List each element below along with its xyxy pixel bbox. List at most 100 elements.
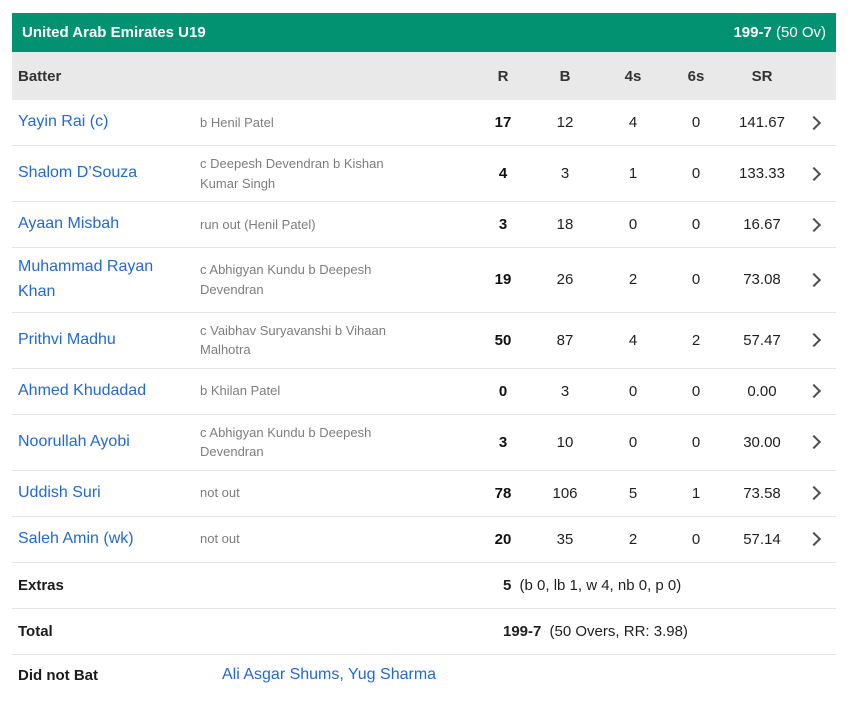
- chevron-right-icon: [806, 217, 821, 232]
- dismissal-text: run out (Henil Patel): [200, 216, 316, 232]
- strike-rate-value: 30.00: [743, 433, 781, 451]
- total-score: 199-7: [503, 622, 542, 640]
- chevron-right-icon: [806, 115, 821, 130]
- fours-value: 2: [628, 271, 638, 289]
- chevron-right-icon: [806, 166, 821, 181]
- batter-row: Ahmed Khudadad b Khilan Patel 0 3 0 0 0.…: [12, 368, 836, 415]
- strike-rate-value: 0.00: [747, 382, 777, 400]
- extras-detail: (b 0, lb 1, w 4, nb 0, p 0): [519, 576, 682, 594]
- did-not-bat-label: Did not Bat: [18, 666, 98, 684]
- runs-value: 17: [494, 114, 512, 131]
- sixes-value: 0: [691, 114, 701, 131]
- column-header-strike-rate: SR: [751, 67, 773, 85]
- sixes-value: 0: [691, 216, 701, 233]
- fours-value: 0: [628, 382, 638, 400]
- expand-row-button[interactable]: [800, 471, 830, 516]
- table-header-row: Batter R B 4s 6s SR: [12, 52, 836, 100]
- runs-value: 20: [494, 530, 512, 548]
- batter-name-link[interactable]: Muhammad Rayan Khan: [18, 258, 154, 300]
- chevron-right-icon: [806, 532, 821, 547]
- batter-row: Shalom D’Souza c Deepesh Devendran b Kis…: [12, 146, 836, 202]
- column-header-sixes: 6s: [687, 67, 705, 85]
- team-score-overs: (50 Ov): [775, 24, 826, 41]
- batter-name-link[interactable]: Ayaan Misbah: [18, 215, 120, 233]
- strike-rate-value: 57.14: [743, 530, 781, 548]
- dismissal-text: c Abhigyan Kundu b Deepesh Devendran: [200, 424, 372, 460]
- scorecard-card: United Arab Emirates U19 199-7 (50 Ov) B…: [12, 13, 836, 696]
- extras-value: 5 (b 0, lb 1, w 4, nb 0, p 0): [474, 577, 830, 594]
- dismissal-text: not out: [200, 485, 240, 501]
- expand-row-button[interactable]: [800, 146, 830, 201]
- strike-rate-value: 73.58: [743, 484, 781, 502]
- expand-row-button[interactable]: [800, 369, 830, 414]
- chevron-right-icon: [806, 384, 821, 399]
- dismissal-text: c Deepesh Devendran b Kishan Kumar Singh: [200, 156, 384, 191]
- strike-rate-value: 73.08: [743, 271, 781, 289]
- batter-name-link[interactable]: Prithvi Madhu: [18, 330, 116, 348]
- batter-name-link[interactable]: Saleh Amin (wk): [18, 529, 134, 547]
- sixes-value: 0: [691, 530, 701, 548]
- dismissal-text: b Henil Patel: [200, 114, 274, 130]
- balls-value: 87: [556, 331, 574, 349]
- chevron-right-icon: [806, 272, 821, 287]
- batter-row: Prithvi Madhu c Vaibhav Suryavanshi b Vi…: [12, 312, 836, 369]
- sixes-value: 0: [691, 382, 701, 400]
- chevron-right-icon: [806, 435, 821, 450]
- fours-value: 4: [628, 331, 638, 349]
- team-score-runs: 199-7: [733, 24, 772, 41]
- sixes-value: 0: [691, 165, 701, 182]
- sixes-value: 0: [691, 271, 701, 289]
- chevron-right-icon: [806, 486, 821, 501]
- expand-row-button[interactable]: [800, 248, 830, 312]
- sixes-value: 2: [691, 331, 701, 349]
- expand-row-button[interactable]: [800, 415, 830, 470]
- balls-value: 10: [556, 433, 574, 451]
- batter-name-link[interactable]: Ahmed Khudadad: [18, 381, 147, 399]
- team-name: United Arab Emirates U19: [22, 24, 206, 41]
- batter-name-link[interactable]: Yayin Rai (c): [18, 113, 109, 131]
- balls-value: 26: [556, 271, 574, 289]
- balls-value: 35: [556, 530, 574, 548]
- extras-row: Extras 5 (b 0, lb 1, w 4, nb 0, p 0): [12, 562, 836, 609]
- expand-row-button[interactable]: [800, 202, 830, 247]
- balls-value: 12: [556, 114, 574, 131]
- batter-row: Saleh Amin (wk) not out 20 35 2 0 57.14: [12, 516, 836, 563]
- column-header-batter: Batter: [18, 67, 62, 85]
- dismissal-text: not out: [200, 531, 240, 547]
- balls-value: 18: [556, 216, 574, 233]
- runs-value: 19: [494, 271, 512, 289]
- runs-value: 50: [494, 331, 512, 349]
- did-not-bat-row: Did not Bat Ali Asgar Shums, Yug Sharma: [12, 654, 836, 696]
- batter-row: Yayin Rai (c) b Henil Patel 17 12 4 0 14…: [12, 100, 836, 146]
- expand-row-button[interactable]: [800, 100, 830, 145]
- fours-value: 5: [628, 484, 638, 502]
- did-not-bat-players-link[interactable]: Ali Asgar Shums, Yug Sharma: [222, 666, 437, 684]
- extras-label: Extras: [18, 576, 64, 594]
- chevron-right-icon: [806, 333, 821, 348]
- strike-rate-value: 141.67: [739, 114, 785, 131]
- strike-rate-value: 133.33: [739, 165, 785, 182]
- strike-rate-value: 57.47: [743, 331, 781, 349]
- sixes-value: 1: [691, 484, 701, 502]
- balls-value: 106: [552, 484, 578, 502]
- expand-row-button[interactable]: [800, 517, 830, 562]
- expand-row-button[interactable]: [800, 313, 830, 368]
- column-header-fours: 4s: [624, 67, 642, 85]
- dismissal-text: c Abhigyan Kundu b Deepesh Devendran: [200, 262, 372, 297]
- strike-rate-value: 16.67: [743, 216, 781, 233]
- fours-value: 2: [628, 530, 638, 548]
- dismissal-text: b Khilan Patel: [200, 383, 281, 399]
- batter-row: Muhammad Rayan Khan c Abhigyan Kundu b D…: [12, 248, 836, 313]
- dismissal-text: c Vaibhav Suryavanshi b Vihaan Malhotra: [200, 322, 386, 358]
- runs-value: 0: [498, 382, 508, 400]
- runs-value: 3: [498, 433, 508, 451]
- runs-value: 78: [494, 484, 512, 502]
- total-value: 199-7 (50 Overs, RR: 3.98): [474, 623, 830, 640]
- fours-value: 0: [628, 216, 638, 233]
- runs-value: 3: [498, 216, 508, 233]
- batter-row: Noorullah Ayobi c Abhigyan Kundu b Deepe…: [12, 414, 836, 471]
- fours-value: 0: [628, 433, 638, 451]
- batter-name-link[interactable]: Uddish Suri: [18, 483, 101, 501]
- batter-name-link[interactable]: Noorullah Ayobi: [18, 432, 130, 450]
- batter-name-link[interactable]: Shalom D’Souza: [18, 164, 138, 182]
